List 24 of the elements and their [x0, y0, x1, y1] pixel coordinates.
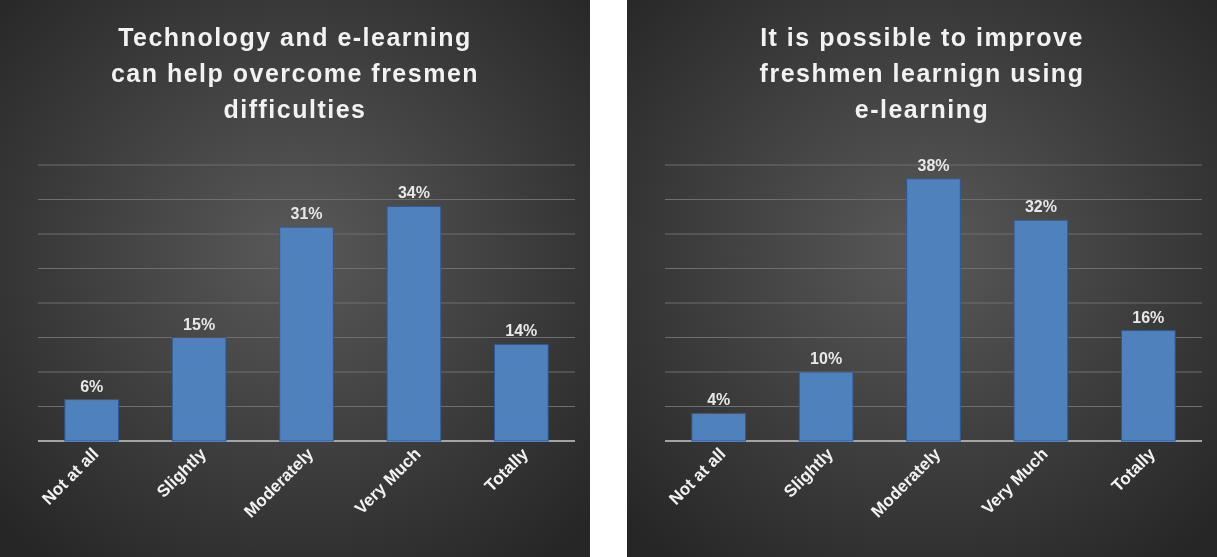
data-label: 14%: [505, 322, 538, 340]
bar: [493, 343, 549, 442]
data-label: 34%: [397, 184, 430, 202]
bar: [1120, 330, 1176, 442]
bar: [279, 226, 334, 442]
data-label: 10%: [810, 350, 843, 367]
bar: [386, 205, 442, 442]
bar: [691, 412, 747, 442]
x-tick-label: Not at all: [38, 444, 103, 509]
chart-title: It is possible to improve freshmen learnign using e-learning: [759, 23, 1085, 123]
data-label: 16%: [1132, 308, 1165, 326]
data-label: 38%: [917, 156, 950, 174]
data-label: 4%: [707, 391, 731, 409]
bar: [906, 178, 961, 442]
data-label: 6%: [80, 377, 104, 395]
x-tick-label: Not at all: [665, 444, 730, 509]
chart-title: Technology and e-learning can help overcome fresmen difficulties: [110, 23, 480, 123]
bar: [64, 399, 120, 442]
data-label: 15%: [183, 315, 216, 333]
data-label: 31%: [290, 205, 323, 223]
bar: [1013, 219, 1069, 442]
bar: [798, 371, 854, 442]
data-label: 32%: [1024, 198, 1057, 216]
bar: [171, 337, 227, 442]
